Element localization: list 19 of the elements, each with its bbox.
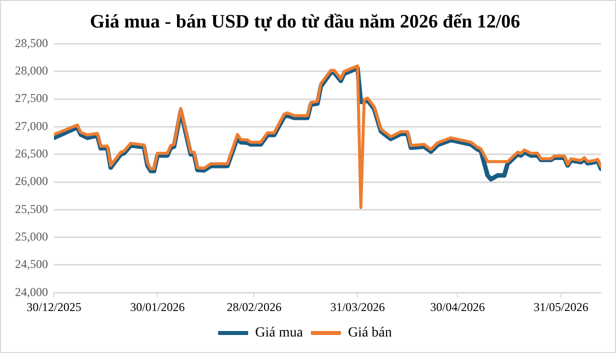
y-tick-label: 27,000: [15, 118, 48, 133]
y-tick-label: 26,000: [15, 174, 48, 188]
legend-label: Giá mua: [255, 326, 304, 341]
x-tick-label: 31/03/2026: [330, 300, 385, 314]
x-tick-label: 30/01/2026: [130, 300, 185, 314]
x-tick-label: 30/12/2025: [26, 300, 82, 314]
y-tick-label: 25,000: [15, 229, 48, 244]
chart-title: Giá mua - bán USD tự do từ đầu năm 2026 đến 12/06: [90, 11, 520, 32]
y-tick-label: 24,500: [15, 257, 48, 272]
x-tick-label: 28/02/2026: [226, 300, 282, 314]
legend-label: Giá bán: [348, 326, 392, 341]
y-tick-label: 24,000: [15, 284, 48, 299]
y-tick-label: 28,000: [15, 64, 48, 78]
y-tick-label: 26,500: [15, 146, 48, 161]
x-tick-label: 30/04/2026: [430, 300, 485, 314]
y-tick-label: 25,500: [15, 202, 48, 216]
x-tick-label: 31/05/2026: [534, 300, 588, 314]
y-tick-label: 27,500: [15, 91, 48, 106]
y-tick-label: 28,500: [15, 36, 48, 50]
